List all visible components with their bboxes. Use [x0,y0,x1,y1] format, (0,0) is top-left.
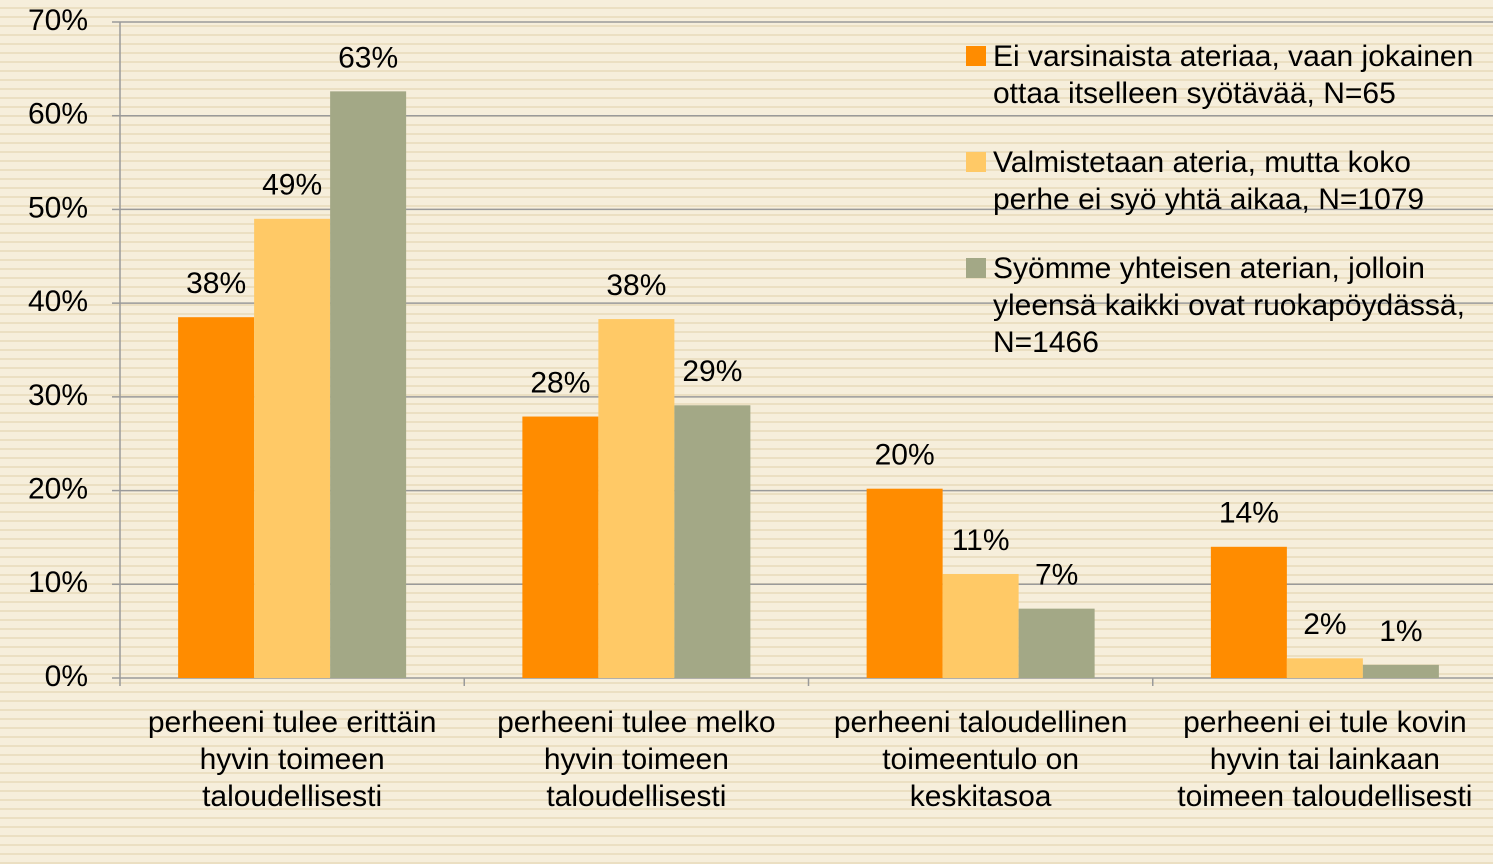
bar [598,319,675,678]
y-tick-label: 0% [45,660,88,693]
legend: Ei varsinaista ateriaa, vaan jokainen ot… [966,38,1486,361]
y-tick-label: 20% [28,472,88,505]
bar [1210,546,1287,678]
x-tick-label: perheeni tulee erittäin hyvin toimeen ta… [147,706,437,813]
bar [522,416,599,678]
legend-entry: Valmistetaan ateria, mutta koko perhe ei… [966,144,1486,218]
bar [674,405,751,678]
data-label: 63% [338,41,398,74]
x-tick-label: perheeni taloudellinen toimeentulo on ke… [833,706,1128,813]
bar [866,488,943,678]
y-tick-label: 40% [28,285,88,318]
data-label: 20% [875,439,935,472]
data-label: 11% [952,524,1010,557]
y-tick-label: 30% [28,379,88,412]
legend-label: Valmistetaan ateria, mutta koko perhe ei… [993,146,1425,216]
legend-swatch [966,152,986,172]
y-tick-label: 70% [28,4,88,37]
legend-entry: Syömme yhteisen aterian, jolloin yleensä… [966,250,1486,361]
data-label: 38% [606,269,666,302]
data-label: 49% [262,169,322,202]
bar [1286,658,1363,678]
legend-entry: Ei varsinaista ateriaa, vaan jokainen ot… [966,38,1486,112]
data-label: 2% [1303,608,1346,641]
legend-label: Ei varsinaista ateriaa, vaan jokainen ot… [993,40,1474,110]
y-tick-label: 50% [28,191,88,224]
bar [178,317,255,678]
bar [1018,608,1095,678]
bar [942,573,1019,678]
legend-swatch [966,46,986,66]
y-tick-label: 60% [28,98,88,131]
legend-swatch [966,258,986,278]
data-label: 29% [682,355,742,388]
x-tick-label: perheeni ei tule kovin hyvin tai lainkaa… [1177,706,1473,813]
data-label: 7% [1035,559,1078,592]
x-tick-label: perheeni tulee melko hyvin toimeen talou… [497,706,776,813]
data-label: 28% [530,366,590,399]
data-label: 14% [1219,497,1279,530]
bar [1362,664,1439,678]
bar [330,91,407,678]
legend-label: Syömme yhteisen aterian, jolloin yleensä… [993,252,1465,359]
data-label: 1% [1379,615,1422,648]
data-label: 38% [186,267,246,300]
bar [254,218,331,679]
y-tick-label: 10% [28,566,88,599]
